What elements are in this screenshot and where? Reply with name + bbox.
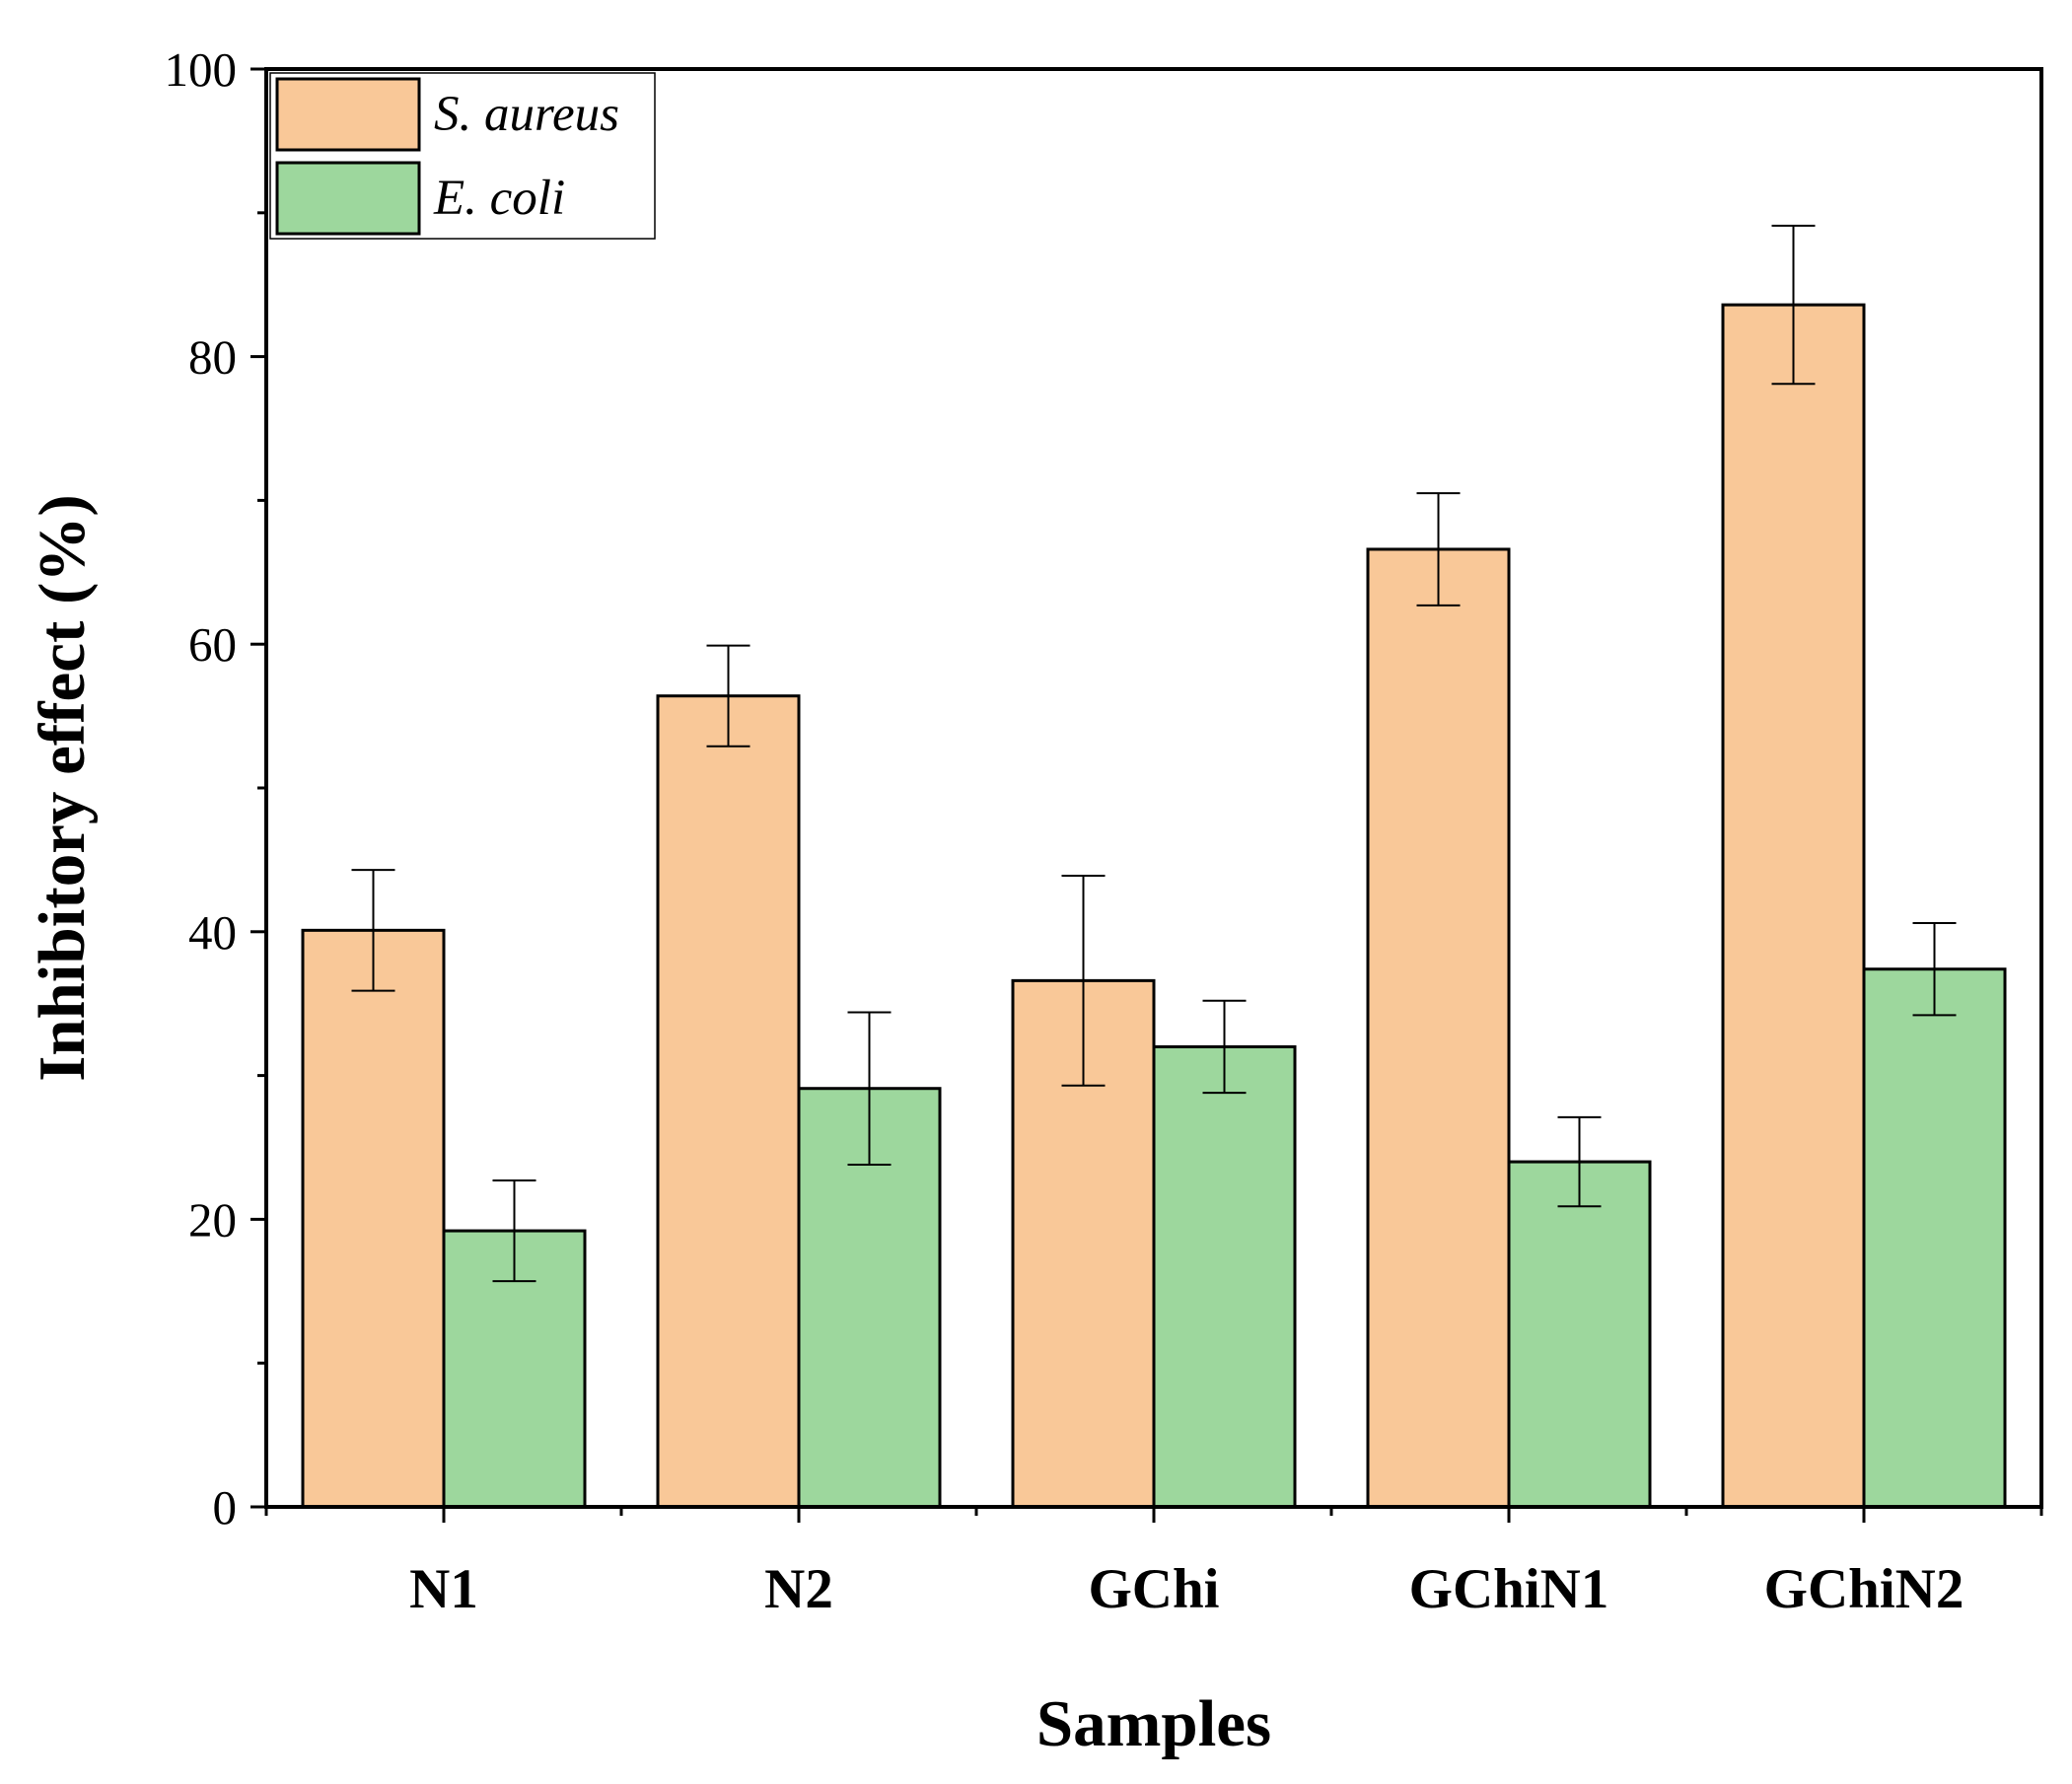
error-bar-s-aureus-gchin1 [1416, 492, 1461, 607]
legend: S. aureus E. coli [269, 72, 656, 240]
y-tick-label-100: 100 [165, 42, 238, 97]
bar-s-aureus-n1 [301, 928, 446, 1509]
bar-e-coli-gchin1 [1507, 1160, 1652, 1509]
bar-e-coli-gchin2 [1862, 967, 2007, 1509]
legend-swatch-s-aureus [275, 77, 421, 152]
error-bar-e-coli-gchi [1202, 999, 1247, 1095]
x-tick-label-n2: N2 [764, 1558, 833, 1620]
y-tick-label-0: 0 [213, 1480, 238, 1534]
error-bar-e-coli-gchin2 [1912, 922, 1957, 1017]
y-tick-label-20: 20 [188, 1192, 237, 1247]
error-bar-e-coli-n1 [492, 1179, 536, 1283]
error-bar-s-aureus-gchi [1061, 874, 1106, 1087]
bars-layer [301, 303, 2007, 1509]
x-axis-title: Samples [1036, 1687, 1271, 1760]
legend-label-s-aureus: S. aureus [434, 87, 619, 142]
y-axis-title: Inhibitory effect (%) [26, 494, 99, 1081]
error-bar-s-aureus-n2 [706, 644, 750, 748]
error-bars-layer [351, 224, 1957, 1283]
error-bar-s-aureus-gchin2 [1771, 224, 1816, 386]
axes-layer: N1 N2 GChi GChiN1 GChiN2 0 20 40 60 80 100 [165, 42, 2043, 1620]
bar-e-coli-gchi [1152, 1044, 1297, 1509]
error-bar-e-coli-gchin1 [1557, 1115, 1602, 1208]
y-tick-label-80: 80 [188, 330, 237, 385]
bar-s-aureus-gchin1 [1366, 547, 1511, 1509]
error-bar-e-coli-n2 [847, 1011, 892, 1166]
y-tick-label-40: 40 [188, 905, 237, 960]
x-tick-label-gchin1: GChiN1 [1409, 1558, 1609, 1620]
error-bar-s-aureus-n1 [351, 869, 395, 992]
x-tick-label-gchin2: GChiN2 [1764, 1558, 1965, 1620]
bar-s-aureus-n2 [656, 694, 801, 1509]
bar-s-aureus-gchin2 [1721, 303, 1866, 1509]
legend-swatch-e-coli [275, 161, 421, 236]
y-tick-label-60: 60 [188, 617, 237, 672]
legend-label-e-coli: E. coli [433, 171, 565, 226]
x-tick-label-n1: N1 [409, 1558, 478, 1620]
x-tick-label-gchi: GChi [1088, 1558, 1219, 1620]
